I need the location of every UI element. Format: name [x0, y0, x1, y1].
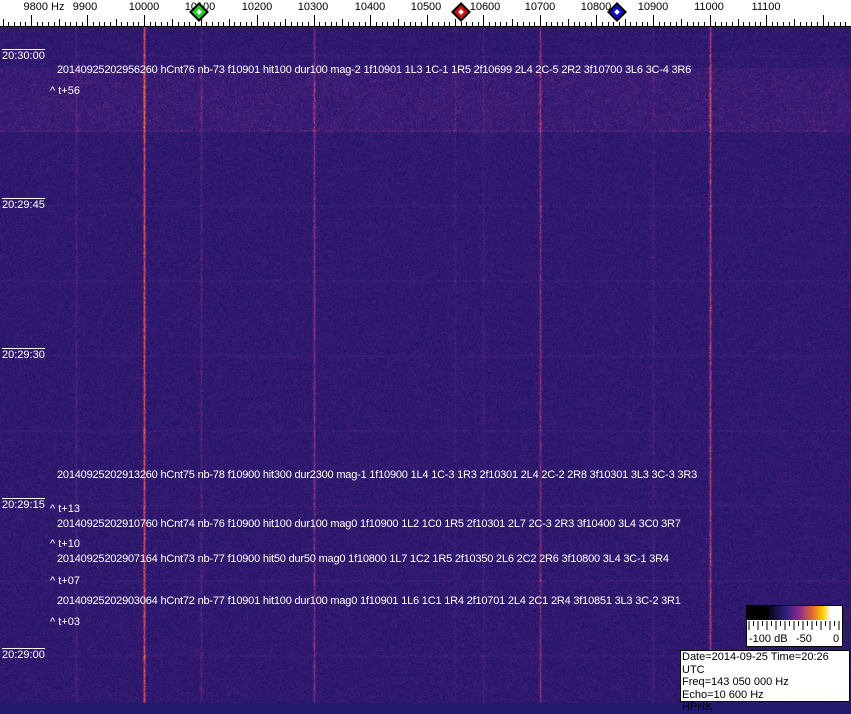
detection-offset: ^ t+56 [50, 85, 80, 97]
freq-label: 10700 [524, 1, 556, 13]
spectrogram-waterfall [0, 27, 851, 703]
detection-line: 20140925202903064 hCnt72 nb-77 f10901 hi… [57, 595, 681, 607]
time-label: 20:29:15 [2, 498, 45, 511]
freq-label: 11100 [751, 1, 781, 13]
freq-label: 10900 [637, 1, 669, 13]
freq-label: 10300 [297, 1, 329, 13]
color-scale-label: 0 [833, 633, 840, 645]
freq-label: 10800 [580, 1, 612, 13]
color-scale-legend: -100 dB -50 0 [746, 605, 843, 647]
detection-offset: ^ t+10 [50, 538, 80, 550]
time-label: 20:29:45 [2, 198, 45, 211]
time-label: 20:29:00 [2, 648, 45, 661]
echo-frequency: Echo=10 600 Hz [682, 688, 764, 701]
freq-label: 10200 [241, 1, 273, 13]
time-label: 20:29:30 [2, 348, 45, 361]
freq-label: 10600 [469, 1, 501, 13]
detection-offset: ^ t+03 [50, 616, 80, 628]
detection-line: 20140925202910760 hCnt74 nb-76 f10900 hi… [57, 518, 681, 530]
color-scale-label: -50 [796, 633, 812, 645]
frequency-ticks [0, 15, 851, 27]
detection-line: 20140925202913260 hCnt75 nb-78 f10900 hi… [57, 469, 697, 481]
detection-line: 20140925202907164 hCnt73 nb-77 f10900 hi… [57, 553, 669, 565]
detection-line: 20140925202956260 hCnt76 nb-73 f10901 hi… [57, 64, 692, 76]
color-scale-ticks [748, 621, 840, 630]
freq-label: 11000 [694, 1, 724, 13]
time-label: 20:30:00 [2, 49, 45, 62]
freq-label: 10000 [128, 1, 160, 13]
freq-label: 9800 Hz [23, 1, 65, 13]
date-time: Date=2014-09-25 Time=20:26 UTC [682, 651, 829, 676]
detection-offset: ^ t+13 [50, 503, 80, 515]
color-scale-label: -100 dB [749, 633, 788, 645]
info-box: Date=2014-09-25 Time=20:26 UTC Freq=143 … [680, 650, 850, 713]
frequency-axis: 9800 Hz 9900 10000 10100 10200 10300 104… [0, 0, 851, 27]
color-gradient [747, 606, 842, 620]
freq-label: 10400 [354, 1, 386, 13]
freq-label: 9900 [72, 1, 98, 13]
detection-offset: ^ t+07 [50, 575, 80, 587]
freq-label: 10500 [410, 1, 442, 13]
frequency: Freq=143 050 000 Hz [682, 676, 789, 688]
